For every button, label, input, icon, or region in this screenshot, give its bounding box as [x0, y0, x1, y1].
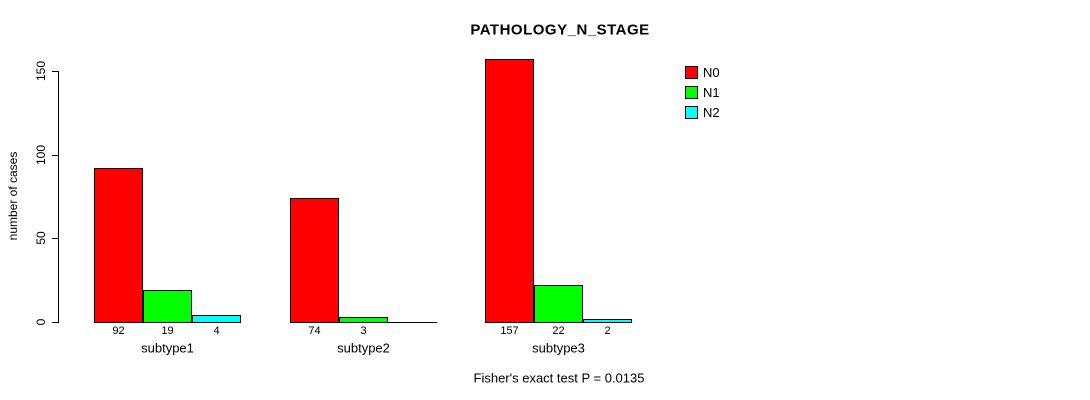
legend-swatch-n0	[685, 66, 698, 79]
bar-n0-subtype1	[94, 168, 143, 323]
legend-label: N1	[703, 85, 720, 100]
bar-value-label: 22	[552, 325, 565, 337]
legend-item-n2: N2	[685, 103, 720, 122]
bar-value-label: 19	[161, 325, 174, 337]
y-axis-tick-label: 0	[34, 318, 48, 326]
y-axis-label: number of cases	[6, 151, 20, 241]
bar-n2-subtype1	[192, 315, 241, 323]
legend-item-n1: N1	[685, 83, 720, 102]
category-label-subtype3: subtype3	[532, 340, 585, 356]
bar-value-label: 74	[308, 325, 321, 337]
bar-value-label: 157	[500, 325, 519, 337]
bar-n2-subtype3	[583, 319, 632, 323]
y-axis-line	[58, 71, 59, 323]
bar-value-label: 92	[112, 325, 125, 337]
category-label-subtype2: subtype2	[337, 340, 390, 356]
legend: N0 N1 N2	[685, 63, 720, 123]
bar-value-label: 3	[360, 325, 367, 337]
legend-label: N2	[703, 105, 720, 120]
y-axis-tick-label: 150	[34, 60, 48, 82]
bar-value-label: 4	[213, 325, 220, 337]
y-axis-tick-label: 100	[34, 144, 48, 165]
stat-annotation: Fisher's exact test P = 0.0135	[473, 370, 645, 386]
chart-title: PATHOLOGY_N_STAGE	[470, 21, 650, 39]
y-axis-tick-label: 50	[34, 231, 48, 246]
bar-n0-subtype3	[485, 59, 534, 323]
legend-swatch-n1	[685, 86, 698, 99]
bar-n1-subtype2	[339, 317, 388, 323]
category-label-subtype1: subtype1	[141, 340, 194, 356]
legend-item-n0: N0	[685, 63, 720, 82]
bar-n0-subtype2	[290, 198, 339, 323]
bar-n1-subtype3	[534, 285, 583, 323]
y-axis-tick	[52, 238, 58, 240]
legend-label: N0	[703, 65, 720, 80]
y-axis-tick	[52, 154, 58, 156]
y-axis-tick	[52, 322, 58, 323]
y-axis-tick	[52, 71, 58, 72]
legend-swatch-n2	[685, 106, 698, 119]
bar-n1-subtype1	[143, 290, 192, 323]
bar-value-label: 2	[604, 325, 611, 337]
